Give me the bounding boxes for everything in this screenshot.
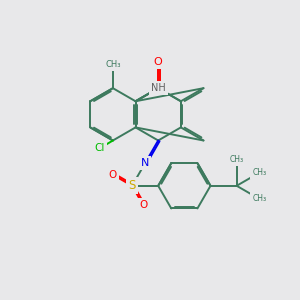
Text: S: S [128,179,136,192]
Text: Cl: Cl [94,143,105,153]
Text: CH₃: CH₃ [105,60,121,69]
Text: O: O [154,57,163,67]
Text: CH₃: CH₃ [230,155,244,164]
Text: N: N [141,158,149,168]
Text: CH₃: CH₃ [252,168,266,177]
Text: NH: NH [151,83,166,93]
Text: O: O [109,170,117,180]
Text: CH₃: CH₃ [252,194,266,203]
Text: O: O [139,200,147,210]
